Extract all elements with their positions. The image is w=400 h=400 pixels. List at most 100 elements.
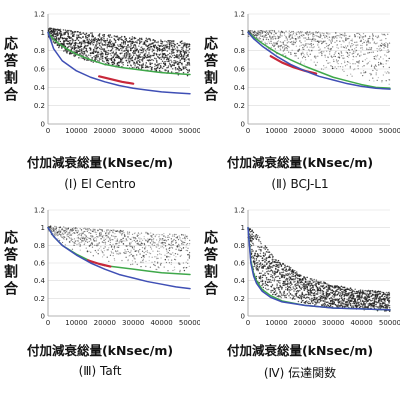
chart-3-scatter-point xyxy=(188,256,190,259)
chart-3-y-tick-4: 0.8 xyxy=(34,242,45,250)
chart-2-scatter-point xyxy=(264,31,266,33)
chart-2-green-line xyxy=(247,31,391,89)
chart-1-scatter-point xyxy=(186,64,189,66)
chart-1-scatter-point xyxy=(176,68,179,70)
chart-2-scatter-point xyxy=(385,42,387,44)
chart-4-scatter-point xyxy=(252,250,254,252)
chart-2-scatter-point xyxy=(335,67,338,70)
chart-4-scatter-point xyxy=(303,284,305,286)
chart-4-scatter-point xyxy=(260,249,262,251)
chart-2-scatter-point xyxy=(284,34,286,36)
chart-3-scatter-point xyxy=(170,238,173,240)
chart-2-scatter-point xyxy=(376,47,378,50)
chart-4-scatter-point xyxy=(310,300,313,303)
chart-2-scatter-point xyxy=(348,37,350,40)
chart-4-scatter-point xyxy=(368,298,371,301)
chart-3-scatter-point xyxy=(70,234,73,236)
chart-4-scatter-point xyxy=(255,262,258,264)
chart-4-scatter-point xyxy=(285,296,288,299)
chart-1-scatter-point xyxy=(176,55,178,58)
chart-4-scatter-point xyxy=(343,294,346,297)
chart-3-scatter-point xyxy=(91,235,93,237)
chart-2-scatter-point xyxy=(352,58,354,61)
chart-3-scatter-point xyxy=(64,230,66,232)
chart-1-scatter-point xyxy=(137,57,140,59)
chart-1-scatter-point xyxy=(170,56,173,59)
chart-3-scatter-point xyxy=(160,246,162,248)
chart-1-scatter-point xyxy=(98,34,100,37)
chart-2-scatter-point xyxy=(339,40,341,42)
chart-3-scatter-point xyxy=(72,229,74,231)
chart-3-scatter-point xyxy=(49,225,52,227)
chart-3-scatter-point xyxy=(150,235,153,238)
chart-3-scatter-point xyxy=(149,252,152,255)
chart-3-scatter-point xyxy=(130,251,132,253)
chart-3-scatter-point xyxy=(68,231,71,233)
chart-2-scatter-point xyxy=(315,55,317,58)
chart-1-scatter-point xyxy=(88,35,90,37)
chart-2-scatter-point xyxy=(360,54,362,56)
chart-1-scatter-point xyxy=(79,41,81,43)
chart-4-scatter-point xyxy=(386,307,389,310)
chart-1-scatter-point xyxy=(65,39,68,41)
chart-3-scatter-point xyxy=(140,244,142,246)
chart-3-scatter-point xyxy=(66,228,68,230)
chart-2-scatter-point xyxy=(321,41,323,43)
chart-4-scatter-point xyxy=(267,288,270,291)
chart-2-x-axis-label: 付加減衰総量(kNsec/m) xyxy=(226,155,374,170)
chart-1-scatter-point xyxy=(137,39,139,41)
chart-4-scatter-point xyxy=(361,306,364,308)
chart-2-scatter-point xyxy=(363,36,365,38)
chart-2-scatter-point xyxy=(338,52,340,54)
chart-1-scatter-point xyxy=(88,41,90,44)
chart-3-scatter-point xyxy=(126,231,129,233)
chart-1-scatter-point xyxy=(139,53,141,55)
chart-4-scatter-point xyxy=(267,278,270,281)
chart-1-scatter-point xyxy=(161,54,164,56)
chart-4-scatter-point xyxy=(323,305,326,307)
chart-2-scatter-point xyxy=(258,36,260,39)
chart-3-scatter-point xyxy=(101,229,103,231)
chart-2-scatter-point xyxy=(364,35,367,37)
chart-3-scatter-point xyxy=(139,233,141,235)
chart-4-scatter-point xyxy=(273,280,275,282)
chart-2-scatter-point xyxy=(357,67,359,70)
chart-1-scatter-point xyxy=(125,49,128,51)
chart-1-scatter-point xyxy=(112,51,115,53)
chart-2-scatter-point xyxy=(286,45,289,47)
chart-1-scatter-point xyxy=(168,62,171,65)
chart-1-scatter-point xyxy=(173,63,175,65)
chart-3-scatter-point xyxy=(116,238,119,240)
chart-1-scatter-point xyxy=(71,42,74,44)
chart-1-scatter-point xyxy=(148,59,150,61)
chart-3-scatter-point xyxy=(79,242,81,244)
chart-3-scatter-point xyxy=(79,228,81,230)
chart-4-scatter-point xyxy=(356,292,359,295)
chart-3-scatter-point xyxy=(94,231,96,234)
chart-2-scatter-point xyxy=(273,44,275,46)
chart-2-scatter-point xyxy=(373,57,376,60)
chart-4-scatter-point xyxy=(358,295,360,297)
chart-2-scatter-point xyxy=(273,31,276,33)
chart-1-scatter-point xyxy=(182,46,184,49)
chart-4-scatter-point xyxy=(349,289,351,292)
chart-1-scatter-point xyxy=(101,57,104,60)
chart-3-scatter-point xyxy=(95,244,98,247)
chart-4-scatter-point xyxy=(325,298,328,300)
chart-4-scatter-point xyxy=(336,290,338,293)
chart-3-scatter-point xyxy=(82,228,85,230)
chart-4-scatter-point xyxy=(264,280,267,283)
chart-2-scatter-point xyxy=(387,51,389,54)
chart-1-scatter-point xyxy=(132,46,135,48)
chart-2-y-tick-3: 0.6 xyxy=(234,66,246,74)
chart-4-scatter-point xyxy=(343,289,345,291)
chart-3-scatter-point xyxy=(163,239,165,242)
chart-4-scatter-point xyxy=(254,253,256,255)
chart-3-scatter-point xyxy=(113,246,115,248)
chart-4-scatter-point xyxy=(279,295,282,298)
chart-4-scatter-point xyxy=(254,254,256,256)
chart-3-scatter-point xyxy=(109,229,111,231)
chart-2-scatter-point xyxy=(345,34,347,37)
chart-3-scatter-point xyxy=(136,235,138,237)
chart-4-scatter-point xyxy=(364,292,367,294)
